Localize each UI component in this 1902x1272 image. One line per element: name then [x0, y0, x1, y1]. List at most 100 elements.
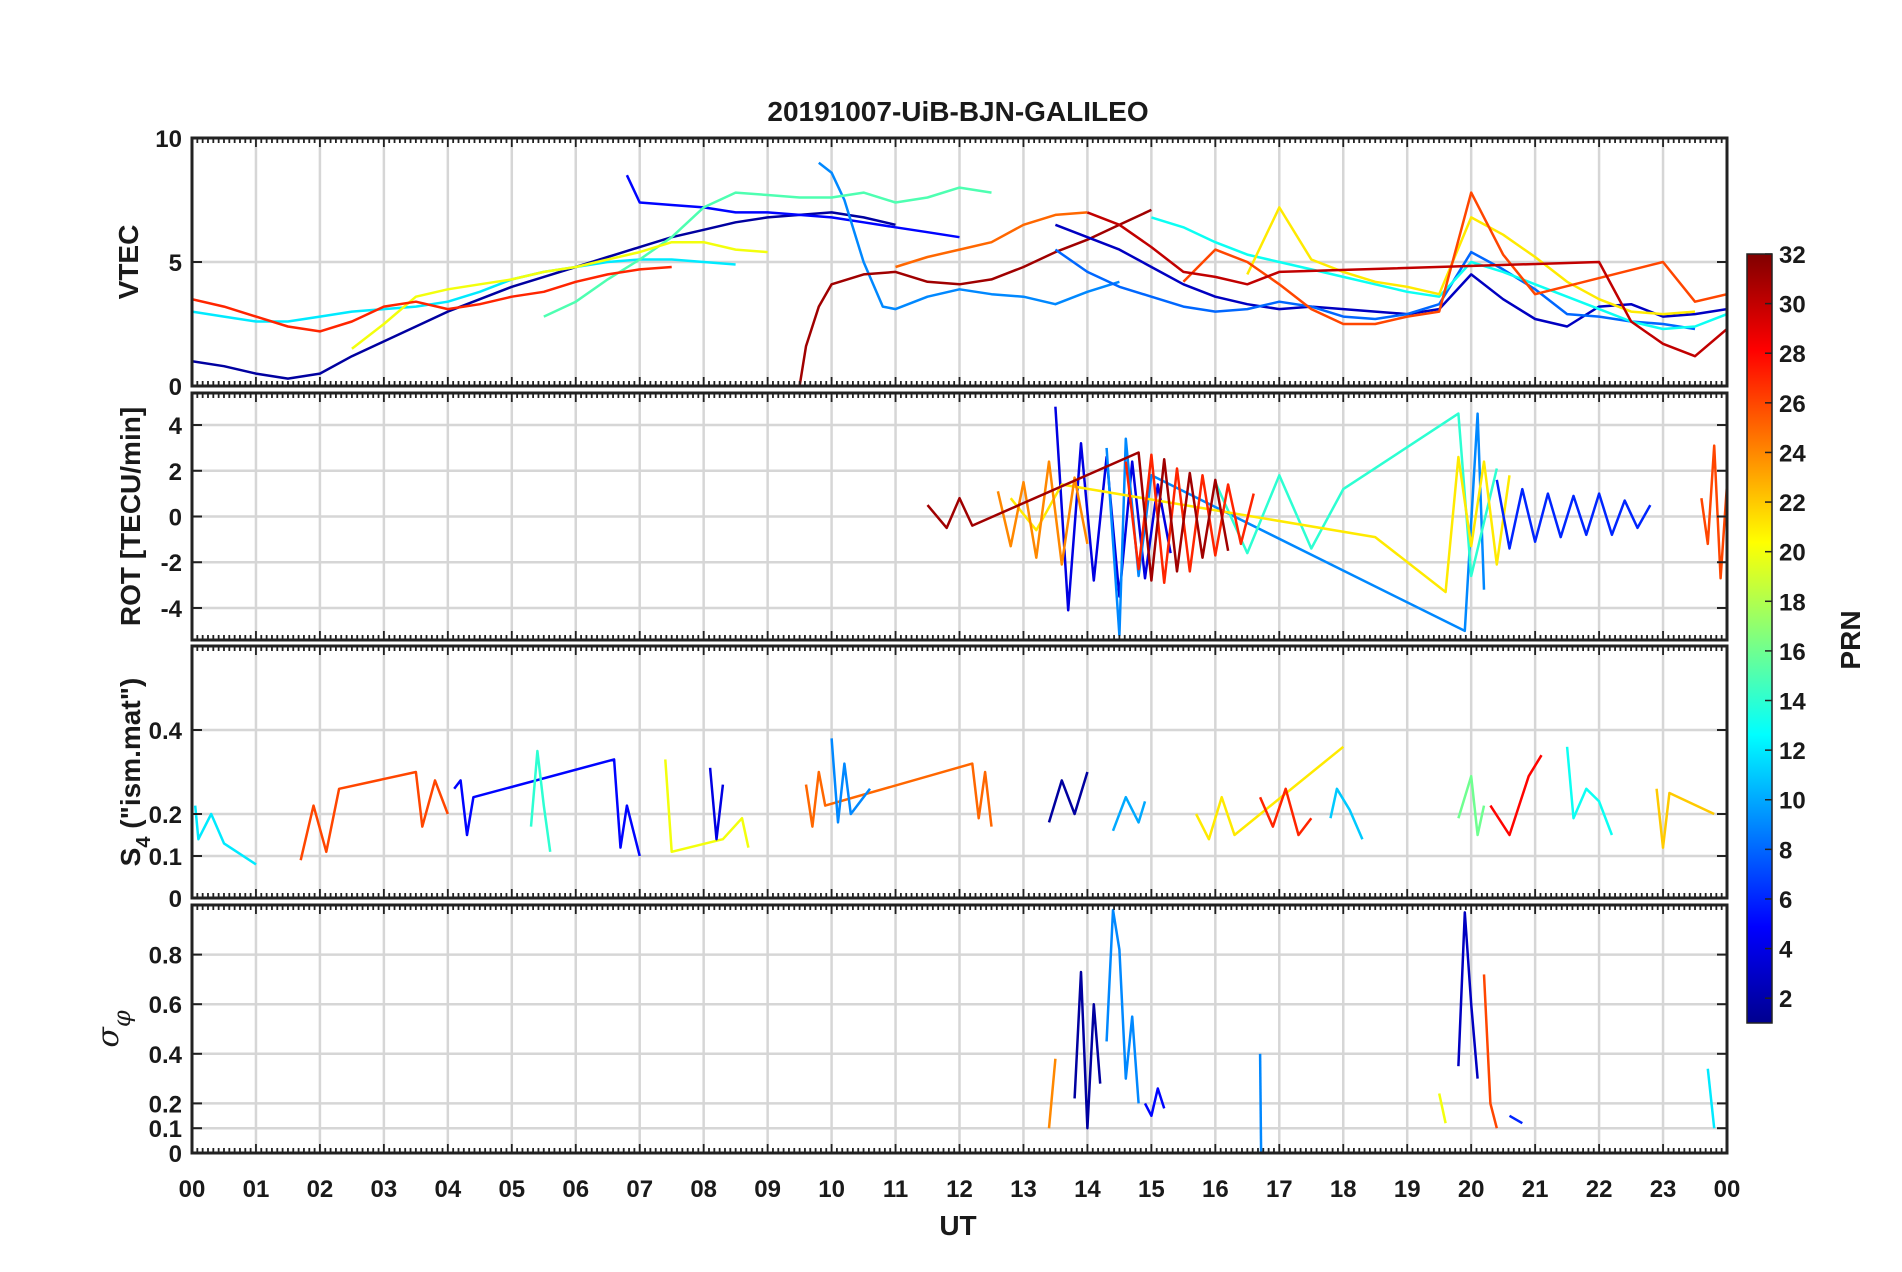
colorbar-tick-label: 22 — [1779, 490, 1806, 517]
series-line-prn-3 — [1457, 911, 1479, 1079]
series-line-prn-2 — [1073, 970, 1102, 1130]
y-axis-label: S4 ("ism.mat") — [115, 678, 155, 867]
series-line-prn-25 — [895, 211, 1088, 269]
x-tick-label: 20 — [1458, 1176, 1485, 1203]
x-tick-label: 22 — [1586, 1176, 1613, 1203]
x-tick-label: 02 — [307, 1176, 334, 1203]
series-line-prn-9 — [818, 161, 1120, 311]
series-line-prn-24 — [1047, 1058, 1057, 1129]
y-tick-label: 4 — [169, 413, 183, 440]
y-tick-label: 0 — [169, 505, 182, 532]
panel-vtec: 10 5 0 VTEC — [113, 126, 1729, 401]
x-tick-label: 21 — [1522, 1176, 1549, 1203]
x-tick-label: 03 — [371, 1176, 398, 1203]
series-line-prn-26 — [1700, 444, 1727, 580]
x-tick-label: 23 — [1650, 1176, 1677, 1203]
series-line-prn-22 — [1655, 788, 1715, 849]
series-line-prn-5 — [625, 174, 960, 239]
colorbar-tick-label: 10 — [1779, 788, 1806, 815]
series-line-prn-25 — [804, 762, 993, 828]
series-line-prn-26 — [1182, 191, 1727, 326]
series-line-prn-4 — [708, 767, 725, 841]
x-tick-label: 04 — [434, 1176, 461, 1203]
series-group — [193, 738, 1715, 866]
colorbar-ticks: 32 30 28 26 24 22 20 18 16 14 12 10 8 6 4 2 — [1765, 242, 1806, 1013]
series-group — [1047, 908, 1716, 1153]
y-axis-label: VTEC — [113, 225, 144, 300]
series-line-prn-2 — [192, 211, 896, 380]
panel-sigma_phi: 0.8 0.6 0.4 0.20.10 σφ — [91, 903, 1729, 1168]
series-line-prn-5 — [1143, 1087, 1166, 1118]
y-tick-label: 0 — [169, 374, 182, 401]
x-tick-label: 14 — [1074, 1176, 1101, 1203]
y-tick-label: -4 — [161, 596, 183, 623]
y-tick-label: 0.8 — [149, 943, 182, 970]
y-tick-label: 0.2 — [149, 802, 182, 829]
y-tick-label: -2 — [161, 550, 182, 577]
panel-rot: 4 2 0 -2 -4 ROT [TECU/min] — [115, 391, 1729, 642]
series-line-prn-8 — [1054, 248, 1696, 331]
series-line-prn-5 — [453, 758, 641, 857]
colorbar: 32 30 28 26 24 22 20 18 16 14 12 10 8 6 4 2 PRN — [1746, 242, 1866, 1024]
x-axis-label: UT — [939, 1210, 976, 1241]
x-tick-label: 11 — [883, 1176, 908, 1203]
x-tick-label: 12 — [946, 1176, 973, 1203]
series-line-prn-21 — [1246, 206, 1696, 316]
series-group — [192, 161, 1727, 386]
series-line-prn-9 — [830, 738, 871, 824]
y-tick-label: 0.6 — [149, 992, 182, 1019]
series-line-prn-6 — [1508, 1114, 1523, 1125]
x-tick-label: 15 — [1138, 1176, 1165, 1203]
colorbar-tick-label: 8 — [1779, 837, 1792, 864]
y-axis-label: σφ — [91, 1010, 136, 1047]
y-tick-label: 10 — [155, 126, 182, 153]
series-line-prn-21 — [1194, 745, 1345, 841]
series-line-prn-30 — [1086, 211, 1727, 358]
series-line-prn-9 — [1105, 908, 1140, 1104]
y-tick-label: 0.2 — [149, 1091, 182, 1118]
colorbar-tick-label: 14 — [1779, 689, 1806, 716]
series-line-prn-12 — [193, 805, 257, 866]
x-tick-label: 16 — [1202, 1176, 1229, 1203]
series-line-prn-28 — [1489, 754, 1543, 837]
colorbar-tick-label: 26 — [1779, 391, 1806, 418]
x-tick-label: 13 — [1010, 1176, 1037, 1203]
colorbar-tick-label: 32 — [1779, 242, 1806, 269]
x-tick-label: 07 — [626, 1176, 653, 1203]
colorbar-tick-label: 20 — [1779, 540, 1806, 567]
series-line-prn-16 — [1457, 774, 1486, 837]
series-line-prn-24 — [996, 460, 1089, 566]
chart-title: 20191007-UiB-BJN-GALILEO — [767, 96, 1148, 127]
x-tick-labels: 00 01 02 03 04 05 06 07 08 09 10 11 12 13 14 15 16 17 18 19… — [179, 1176, 1741, 1203]
x-tick-label: 10 — [818, 1176, 845, 1203]
series-line-prn-26 — [1482, 974, 1499, 1129]
x-tick-label: 00 — [179, 1176, 206, 1203]
colorbar-label: PRN — [1835, 610, 1866, 669]
colorbar-tick-label: 12 — [1779, 738, 1806, 765]
series-line-prn-9 — [1258, 1053, 1263, 1153]
series-line-prn-12 — [192, 258, 736, 323]
series-line-prn-31 — [798, 208, 1152, 386]
colorbar-tick-label: 18 — [1779, 589, 1806, 616]
x-tick-label: 01 — [243, 1176, 270, 1203]
series-line-prn-14 — [529, 749, 552, 852]
colorbar-gradient — [1746, 253, 1773, 1024]
y-tick-label: 0.4 — [149, 1042, 183, 1069]
colorbar-tick-label: 2 — [1779, 986, 1792, 1013]
colorbar-tick-label: 30 — [1779, 292, 1806, 319]
y-tick-label: 0 — [169, 1141, 182, 1168]
panel-s4: 0.4 0.2 0.1 0 S4 ("ism.mat") — [115, 644, 1729, 913]
series-line-prn-13 — [1565, 746, 1614, 836]
colorbar-tick-label: 24 — [1779, 440, 1806, 467]
series-line-prn-27 — [1258, 787, 1313, 837]
y-tick-label: 0.1 — [149, 844, 182, 871]
x-tick-label: 00 — [1714, 1176, 1741, 1203]
x-tick-label: 18 — [1330, 1176, 1357, 1203]
x-tick-label: 19 — [1394, 1176, 1421, 1203]
series-line-prn-27 — [192, 265, 672, 333]
series-line-prn-2 — [1047, 771, 1089, 823]
x-tick-label: 17 — [1266, 1176, 1293, 1203]
series-line-prn-21 — [1009, 455, 1511, 594]
colorbar-tick-label: 16 — [1779, 639, 1806, 666]
